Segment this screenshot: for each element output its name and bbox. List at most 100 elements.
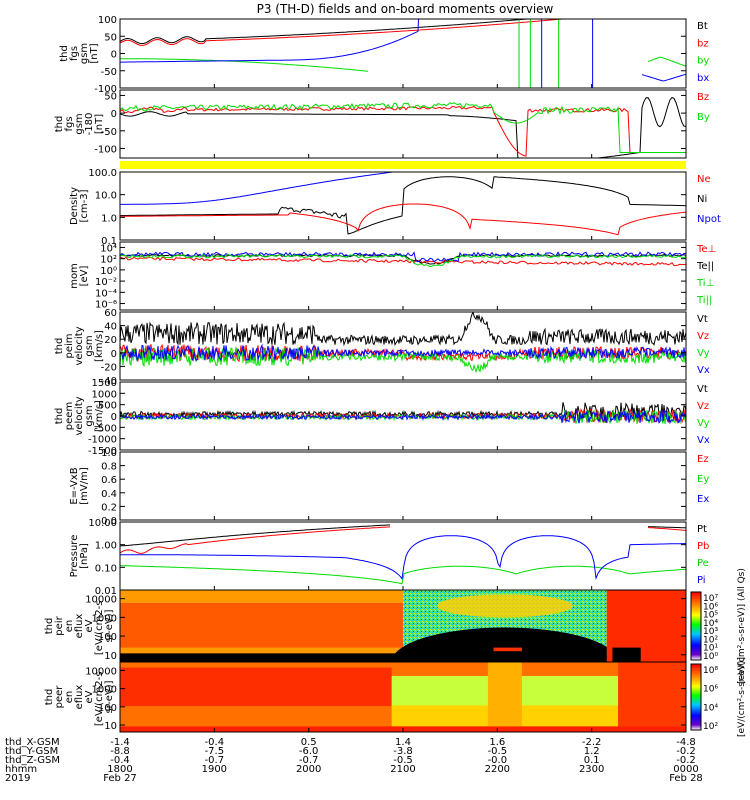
series-by — [120, 58, 369, 72]
colorbar-tick: 10² — [703, 722, 718, 732]
spec-low — [120, 653, 403, 662]
xaxis-value: -0.2 — [676, 746, 696, 757]
xaxis-value: -8.8 — [110, 746, 130, 757]
xaxis-value: -0.7 — [205, 755, 225, 766]
ylabel-line: [nPa] — [79, 543, 90, 569]
spec-band — [120, 667, 392, 707]
ylabel-line: sr-eV)] — [104, 609, 115, 642]
panel-2: 50 0 -50 -100 thdfgsgsm-180[nT] Bz By — [54, 89, 710, 169]
ytick-label: -500 — [94, 423, 117, 434]
xaxis-value: -0.4 — [205, 737, 225, 748]
panel-9-plot — [120, 590, 686, 662]
xaxis-value: -0.4 — [110, 755, 130, 766]
panel-ylabel: E=-VxB[mV/m] — [69, 467, 90, 505]
xaxis-value: 2000 — [296, 764, 321, 775]
colorbar-tick: 10⁶ — [703, 602, 718, 612]
series-bt — [120, 96, 686, 158]
panel-frame — [119, 311, 687, 381]
xaxis-year: 2019 — [5, 773, 30, 784]
legend-Vz: Vz — [697, 401, 709, 412]
panel-4-plot — [120, 251, 686, 268]
series-pe — [120, 565, 686, 585]
ytick-label: 0.6 — [101, 475, 117, 486]
legend-Bz: Bz — [697, 92, 709, 103]
colorbar-label: [eV/(cm²-s-sr-eV)] — [737, 657, 747, 737]
colorbar-tick: 10⁸ — [703, 666, 718, 676]
xaxis-value: 0.1 — [584, 755, 600, 766]
panel-10: 10000100010010thdpeerenefluxeV[eV/(cm2-s… — [44, 657, 747, 737]
ytick-label: 0 — [111, 109, 117, 120]
ytick-label: 1000 — [92, 613, 117, 624]
ylabel-line: eV — [84, 619, 95, 632]
xaxis-value: 0.5 — [301, 737, 317, 748]
ylabel-line: en — [64, 620, 75, 633]
ylabel-line: thd — [44, 618, 55, 635]
panel-frame — [119, 381, 687, 451]
panel-5-plot — [120, 312, 686, 374]
ytick-label: 10⁰ — [100, 266, 117, 277]
legend-Vx: Vx — [697, 365, 710, 376]
panel-ylabel: thdfgsgsm-180[nT] — [54, 113, 105, 136]
ylabel-line: [eV/(cm2-s- — [94, 668, 105, 727]
ytick-label: -1500 — [88, 446, 117, 457]
ylabel-line: gsm — [79, 43, 90, 64]
xaxis-value: 2300 — [579, 764, 604, 775]
legend-Bt: Bt — [697, 21, 708, 32]
ytick-label: 10² — [100, 255, 117, 266]
ytick-label: 100.0 — [88, 168, 117, 179]
legend-Ez: Ez — [697, 454, 709, 465]
ytick-label: 10000 — [85, 666, 117, 677]
spec-void — [391, 627, 619, 662]
colorbar: 10⁸ 10⁶ 10⁴ 10² [eV/(cm²-s-sr-eV)] — [690, 657, 747, 737]
ylabel-line: [nT] — [94, 114, 105, 134]
series-vy — [120, 409, 686, 425]
xaxis-value: -7.5 — [205, 746, 225, 757]
ytick-label: 100 — [98, 703, 117, 714]
panel-10-plot — [120, 662, 686, 732]
panel-1: 100 50 0 -50 -100 thdfgsgsm[nT] Bt bz by bx — [59, 15, 709, 95]
xaxis-value: 1900 — [202, 764, 227, 775]
series-by — [120, 102, 686, 153]
panel-frame — [119, 451, 687, 521]
ylabel-line: thd — [54, 408, 65, 425]
series-ne — [120, 203, 686, 236]
ylabel-line: thd — [59, 45, 70, 62]
flag-bar — [120, 161, 686, 169]
panel-ylabel: thdpeirenefluxeV[eV/(cm2-s-sr-eV)] — [44, 597, 115, 656]
panel-ylabel: thdfgsgsm[nT] — [59, 43, 100, 64]
legend-Pb: Pb — [697, 541, 709, 552]
ylabel-line: fgs — [69, 46, 80, 61]
ytick-label: 10 — [104, 721, 117, 732]
xaxis-value: -3.8 — [393, 746, 413, 757]
panel-3-plot — [120, 172, 686, 236]
legend-Ti||: Ti|| — [696, 295, 712, 306]
ylabel-line: [eV] — [79, 266, 90, 287]
xaxis-value: -0.2 — [676, 755, 696, 766]
ylabel-line: gsm — [74, 113, 85, 134]
panel-8-plot — [120, 524, 686, 585]
panel-6-plot — [120, 402, 686, 425]
xaxis-date-left: Feb 27 — [103, 773, 137, 784]
panel-frame — [119, 18, 687, 89]
series-tipar — [120, 254, 686, 268]
ytick-label: 10⁻⁴ — [95, 288, 117, 299]
panel-ylabel: Pressure[nPa] — [69, 535, 90, 578]
legend-Npot: Npot — [697, 214, 721, 225]
ytick-label: 1.0 — [101, 448, 117, 459]
xaxis-value: 2100 — [390, 764, 415, 775]
xaxis-row-label: thd_X-GSM — [5, 737, 60, 748]
ylabel-line: peir — [54, 615, 65, 635]
xaxis-value: -4.8 — [676, 737, 696, 748]
legend-Vx: Vx — [697, 435, 710, 446]
panel-frame — [119, 241, 687, 311]
xaxis-value: -0.5 — [488, 746, 508, 757]
xaxis-row-label: thd_Z-GSM — [5, 755, 60, 766]
series-pb — [120, 526, 686, 554]
ytick-label: 1000 — [92, 685, 117, 696]
ylabel-line: -180 — [84, 113, 95, 136]
series-teperp — [120, 256, 686, 267]
ylabel-line: peer — [54, 685, 65, 709]
spec-band — [120, 602, 403, 648]
ytick-label: -100 — [94, 84, 117, 95]
